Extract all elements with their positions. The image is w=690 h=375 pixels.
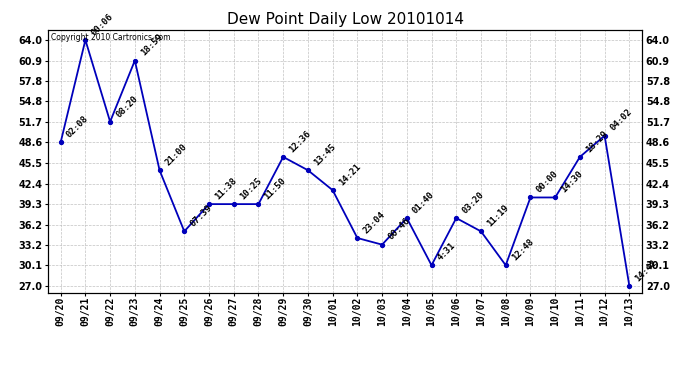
Text: 18:29: 18:29: [584, 129, 609, 154]
Text: 03:20: 03:20: [460, 190, 486, 215]
Text: 10:25: 10:25: [238, 176, 264, 201]
Text: 14:42: 14:42: [633, 258, 659, 283]
Text: 00:46: 00:46: [386, 216, 412, 242]
Text: 12:36: 12:36: [287, 129, 313, 154]
Text: 08:20: 08:20: [115, 94, 139, 119]
Text: 18:59: 18:59: [139, 32, 164, 58]
Text: 14:21: 14:21: [337, 162, 362, 188]
Title: Dew Point Daily Low 20101014: Dew Point Daily Low 20101014: [226, 12, 464, 27]
Text: 07:39: 07:39: [188, 203, 214, 229]
Text: 11:19: 11:19: [485, 203, 511, 229]
Text: 11:50: 11:50: [263, 176, 288, 201]
Text: 4:31: 4:31: [435, 241, 457, 262]
Text: 02:08: 02:08: [65, 114, 90, 140]
Text: Copyright 2010 Cartronics.com: Copyright 2010 Cartronics.com: [51, 33, 170, 42]
Text: 14:30: 14:30: [560, 170, 584, 195]
Text: 13:45: 13:45: [312, 142, 337, 168]
Text: 23:04: 23:04: [362, 210, 387, 235]
Text: 01:40: 01:40: [411, 190, 436, 215]
Text: 21:00: 21:00: [164, 142, 189, 168]
Text: 11:38: 11:38: [213, 176, 239, 201]
Text: 12:48: 12:48: [510, 237, 535, 262]
Text: 00:00: 00:00: [535, 170, 560, 195]
Text: 04:02: 04:02: [609, 108, 634, 133]
Text: 00:06: 00:06: [90, 12, 115, 37]
